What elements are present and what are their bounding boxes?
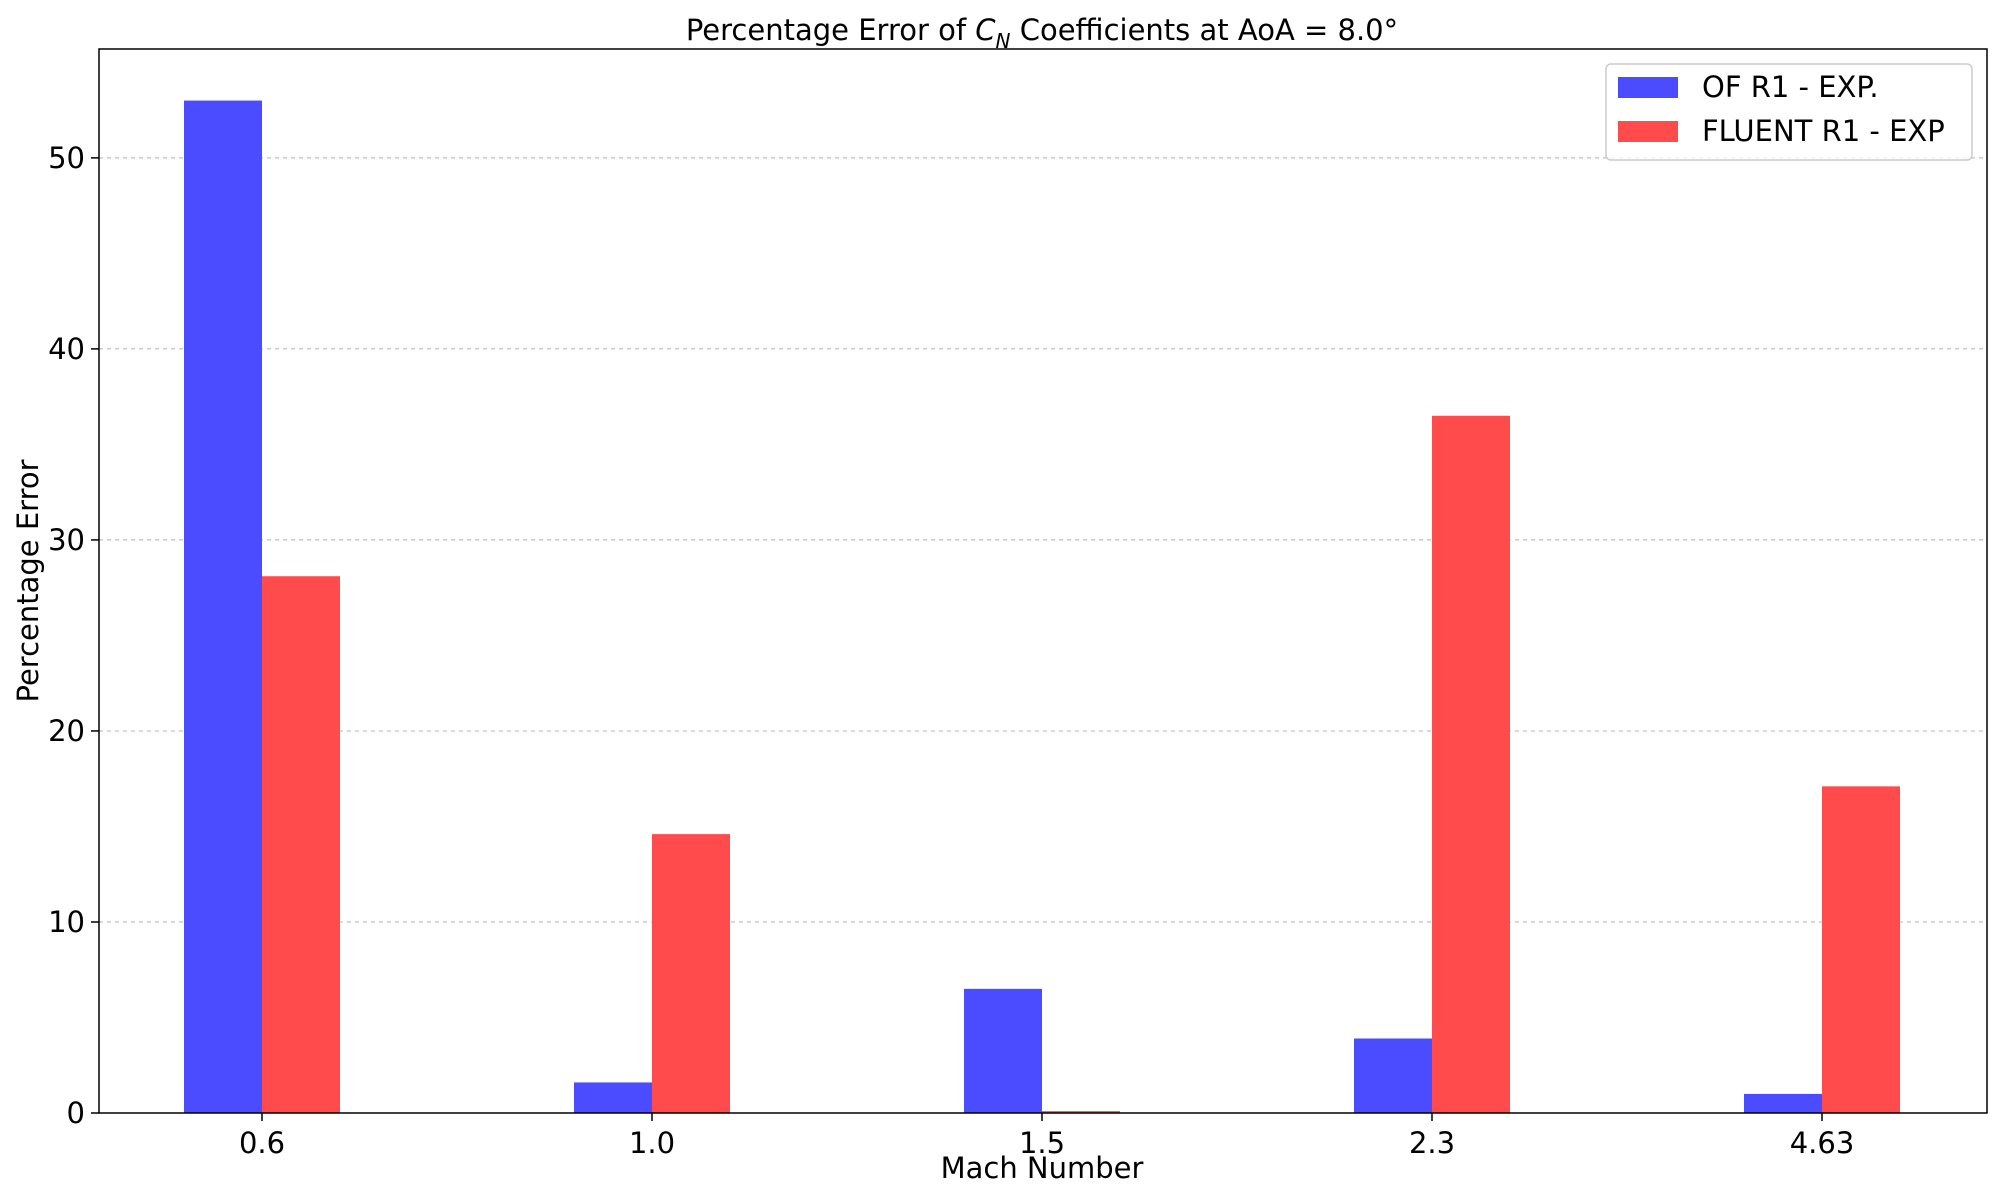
bar-fluent-1.5 [1042,1111,1120,1113]
y-tick-label: 0 [67,1096,85,1130]
y-tick-label: 40 [48,332,85,366]
bar-fluent-0.6 [262,576,340,1113]
x-tick-label: 1.5 [1019,1126,1065,1160]
plot-frame [98,48,1988,1114]
x-tick-label: 4.63 [1790,1126,1855,1160]
legend-label: OF R1 - EXP. [1702,70,1879,104]
bar-fluent-4.63 [1822,786,1900,1113]
y-tick-label: 20 [48,714,85,748]
bar-of-2.3 [1354,1038,1432,1113]
x-axis-ticks: 0.6 1.0 1.5 2.3 4.63 [239,1113,1854,1160]
bar-fluent-2.3 [1432,415,1510,1114]
y-tick-label: 30 [48,523,85,557]
bar-of-0.6 [184,100,262,1114]
y-axis-title: Percentage Error [11,459,45,702]
bar-fluent-1.0 [652,834,730,1113]
chart-title: Percentage Error of CN Coefficients at A… [686,13,1398,53]
legend-label: FLUENT R1 - EXP [1702,114,1945,148]
legend-frame [1605,63,1973,161]
x-axis-title: Mach Number [941,1151,1144,1185]
bar-of-1.5 [964,988,1042,1113]
gridlines [99,157,1987,923]
bar-of-4.63 [1744,1093,1822,1113]
legend: OF R1 - EXP. FLUENT R1 - EXP [1605,63,1973,161]
x-tick-label: 0.6 [239,1126,285,1160]
legend-swatch [1618,121,1678,142]
x-tick-label: 1.0 [629,1126,675,1160]
bars [184,100,1900,1114]
y-tick-label: 50 [48,141,85,175]
bar-of-1.0 [574,1082,652,1113]
legend-entries: OF R1 - EXP. FLUENT R1 - EXP [1618,70,1945,148]
y-tick-label: 10 [48,905,85,939]
y-axis-ticks: 0 10 20 30 40 50 [48,141,99,1130]
x-tick-label: 2.3 [1409,1126,1455,1160]
legend-swatch [1618,77,1678,98]
